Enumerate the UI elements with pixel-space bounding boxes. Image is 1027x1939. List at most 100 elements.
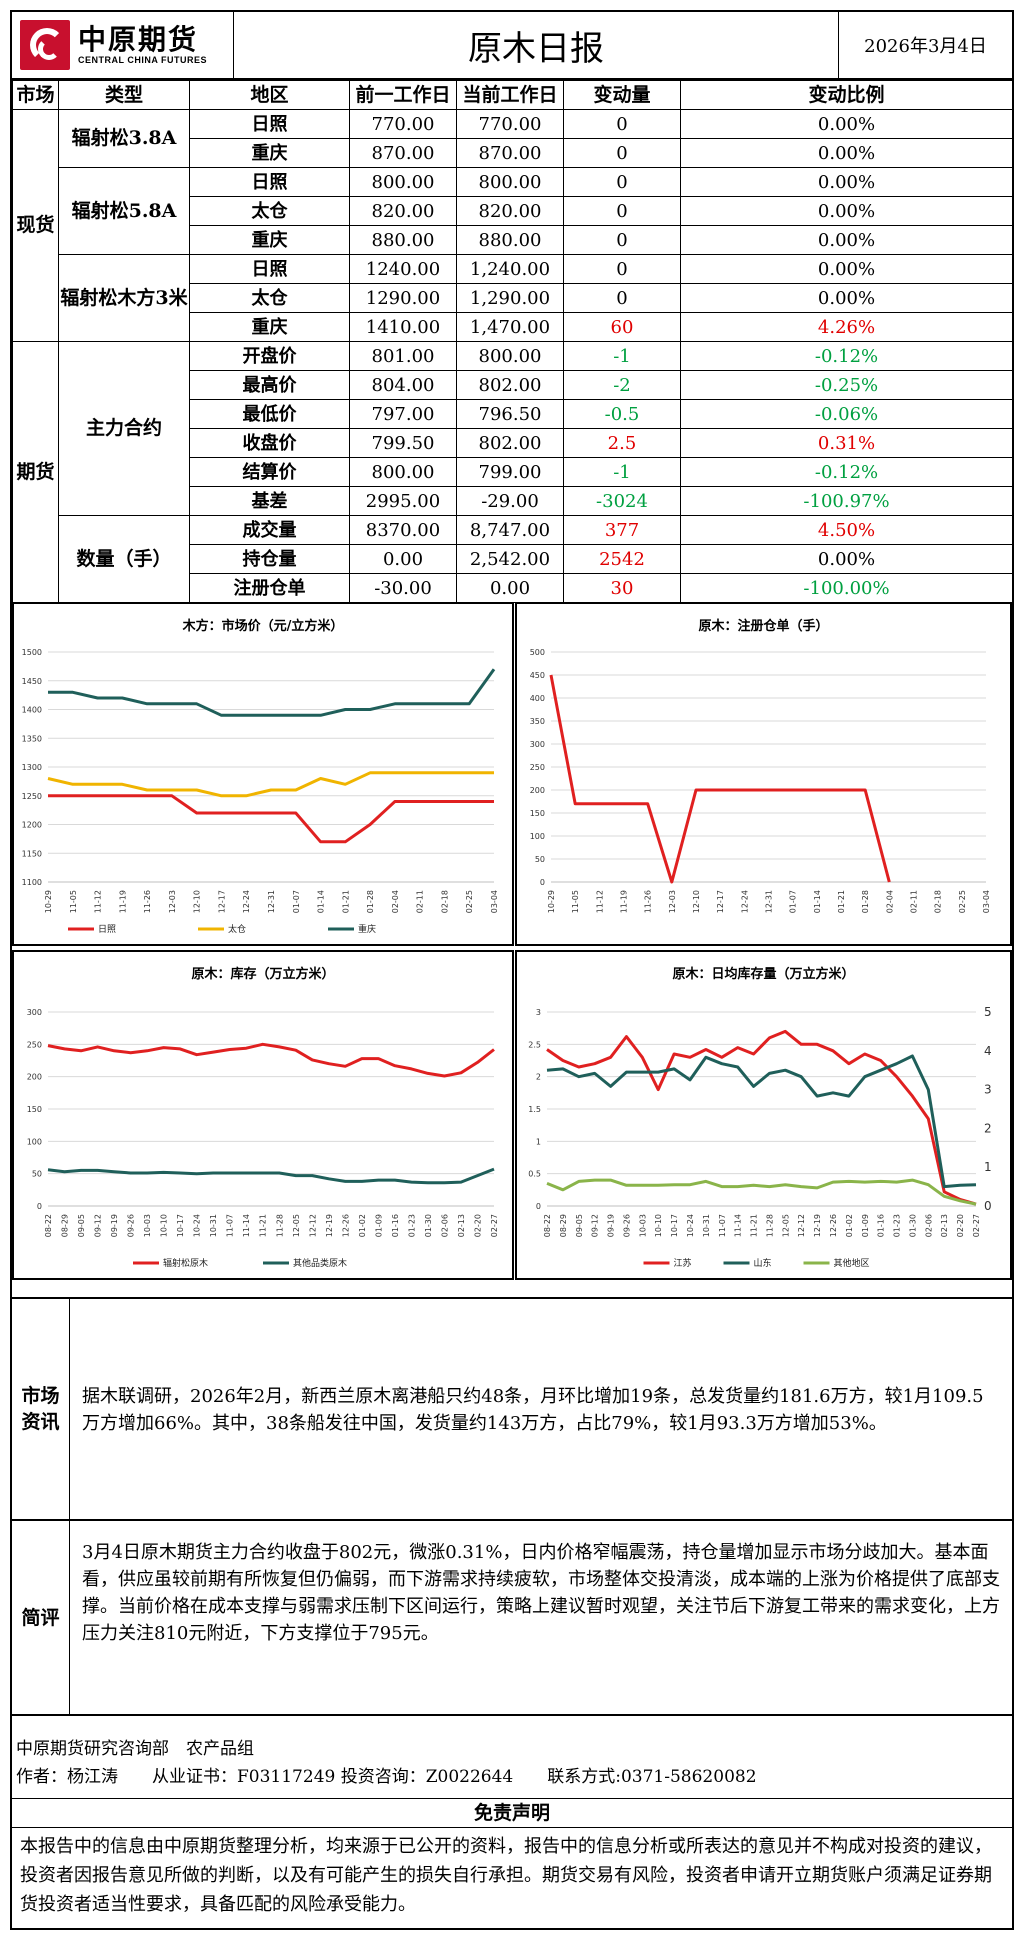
x-tick-label: 01-09 — [374, 1214, 383, 1237]
x-tick-label: 12-03 — [668, 890, 677, 913]
chg-cell: 0 — [563, 225, 681, 255]
y2-tick-label: 3 — [984, 1083, 992, 1097]
prev-cell: 797.00 — [349, 399, 457, 429]
region-cell: 开盘价 — [189, 341, 350, 371]
y-tick-label: 1450 — [22, 677, 42, 686]
x-tick-label: 02-06 — [924, 1214, 933, 1237]
market-info-label: 市场资讯 — [12, 1299, 70, 1519]
x-tick-label: 02-13 — [940, 1214, 949, 1237]
report-header: 中原期货 CENTRAL CHINA FUTURES 原木日报 2026年3月4… — [12, 12, 1012, 80]
y-tick-label: 1500 — [22, 648, 42, 657]
table-row: 收盘价 799.50 802.00 2.5 0.31% — [13, 428, 1013, 458]
pct-cell: -100.97% — [680, 486, 1013, 516]
series-line — [48, 668, 496, 717]
chg-cell: 2542 — [563, 544, 681, 574]
y-tick-label: 1250 — [22, 792, 42, 801]
region-cell: 收盘价 — [189, 428, 350, 458]
prev-cell: 2995.00 — [349, 486, 457, 516]
x-tick-label: 12-10 — [193, 890, 202, 913]
x-tick-label: 01-14 — [317, 890, 326, 913]
cur-cell: 820.00 — [456, 196, 564, 226]
region-cell: 注册仓单 — [189, 573, 350, 603]
table-row: 辐射松5.8A 日照 800.00 800.00 0 0.00% — [13, 167, 1013, 255]
x-tick-label: 01-16 — [877, 1214, 886, 1237]
report-date: 2026年3月4日 — [838, 12, 1012, 78]
x-tick-label: 09-26 — [127, 1214, 136, 1237]
chart-panel-warrants: 原木：注册仓单（手） 0 50 100 150 200 250 300 350 400 450 500… — [515, 602, 1012, 946]
x-tick-label: 12-31 — [765, 890, 774, 913]
author-line: 作者：杨江涛 从业证书：F03117249 投资咨询：Z0022644 联系方式… — [16, 1767, 757, 1787]
table-row: 结算价 800.00 799.00 -1 -0.12% — [13, 457, 1013, 487]
region-cell: 基差 — [189, 486, 350, 516]
pct-cell: 0.00% — [680, 225, 1013, 255]
y-tick-label: 3 — [536, 1008, 541, 1017]
y-tick-label: 1100 — [22, 878, 42, 887]
pct-cell: 4.50% — [680, 515, 1013, 545]
cur-cell: 799.00 — [456, 457, 564, 487]
legend-label: 太仓 — [228, 923, 246, 935]
col-header: 变动量 — [563, 80, 681, 110]
region-cell: 日照 — [189, 254, 350, 284]
chart-warrants: 原木：注册仓单（手） 0 50 100 150 200 250 300 350 400 450 500… — [530, 618, 991, 913]
pct-cell: 0.00% — [680, 544, 1013, 574]
y-tick-label: 250 — [27, 1040, 42, 1049]
y-tick-label: 1400 — [22, 706, 42, 715]
series-line — [546, 1029, 977, 1206]
y-tick-label: 1.5 — [528, 1105, 541, 1114]
x-tick-label: 10-31 — [209, 1214, 218, 1237]
y-tick-label: 300 — [27, 1008, 42, 1017]
prev-cell: 800.00 — [349, 167, 457, 197]
x-tick-label: 08-29 — [559, 1214, 568, 1237]
x-tick-label: 10-17 — [670, 1214, 679, 1237]
y-tick-label: 1300 — [22, 763, 42, 772]
x-tick-label: 10-03 — [143, 1214, 152, 1237]
x-tick-label: 12-24 — [242, 890, 251, 913]
report-page: 中原期货 CENTRAL CHINA FUTURES 原木日报 2026年3月4… — [10, 10, 1014, 1930]
x-tick-label: 02-18 — [440, 890, 449, 913]
x-tick-label: 01-28 — [366, 890, 375, 913]
region-cell: 最高价 — [189, 370, 350, 400]
x-tick-label: 11-14 — [242, 1214, 251, 1237]
x-tick-label: 02-06 — [440, 1214, 449, 1237]
x-tick-label: 02-18 — [934, 890, 943, 913]
prev-cell: 1410.00 — [349, 312, 457, 342]
table-header-row: 市场 类型 地区 前一工作日 当前工作日 变动量 变动比例 — [12, 80, 1013, 110]
type-cell: 辐射松3.8A — [58, 109, 190, 168]
type-cell: 辐射松5.8A — [58, 167, 190, 255]
y-tick-label: 150 — [27, 1105, 42, 1114]
x-tick-label: 11-21 — [259, 1214, 268, 1237]
x-tick-label: 01-07 — [292, 890, 301, 913]
region-cell: 太仓 — [189, 283, 350, 313]
x-tick-label: 11-12 — [94, 890, 103, 913]
chart-title: 木方：市场价（元/立方米） — [182, 618, 344, 634]
x-tick-label: 03-04 — [490, 890, 499, 913]
x-tick-label: 11-28 — [765, 1214, 774, 1237]
region-cell: 最低价 — [189, 399, 350, 429]
x-tick-label: 02-20 — [473, 1214, 482, 1237]
x-tick-label: 12-31 — [267, 890, 276, 913]
chart-panel-daily-outflow: 原木：日均库存量（万立方米） 0 0.5 1 1.5 2 2.5 3 0 1 2 3 4 5 08-22 08… — [515, 950, 1012, 1280]
price-table: 市场 类型 地区 前一工作日 当前工作日 变动量 变动比例 现货 辐射松3.8A 日… — [12, 80, 1013, 603]
pct-cell: 0.00% — [680, 138, 1013, 168]
y-tick-label: 500 — [530, 648, 545, 657]
table-row: 现货 辐射松3.8A 日照 770.00 770.00 0 0.00% — [12, 109, 1013, 342]
table-row: 期货 主力合约 开盘价 801.00 800.00 -1 -0.12% — [12, 341, 1013, 603]
x-tick-label: 02-11 — [910, 890, 919, 913]
x-tick-label: 01-21 — [837, 890, 846, 913]
chg-cell: 0 — [563, 167, 681, 197]
x-tick-label: 01-28 — [861, 890, 870, 913]
y2-tick-label: 2 — [984, 1121, 992, 1135]
y-tick-label: 2.5 — [528, 1040, 541, 1049]
legend-label: 辐射松原木 — [163, 1257, 208, 1269]
x-tick-label: 11-07 — [226, 1214, 235, 1237]
x-tick-label: 12-05 — [292, 1214, 301, 1237]
x-tick-label: 10-29 — [547, 890, 556, 913]
x-tick-label: 12-03 — [168, 890, 177, 913]
x-tick-label: 01-16 — [391, 1214, 400, 1237]
x-tick-label: 11-07 — [718, 1214, 727, 1237]
cur-cell: 1,470.00 — [456, 312, 564, 342]
x-tick-label: 01-09 — [861, 1214, 870, 1237]
y-tick-label: 450 — [530, 671, 545, 680]
x-tick-label: 11-21 — [750, 1214, 759, 1237]
col-header: 变动比例 — [680, 80, 1013, 110]
